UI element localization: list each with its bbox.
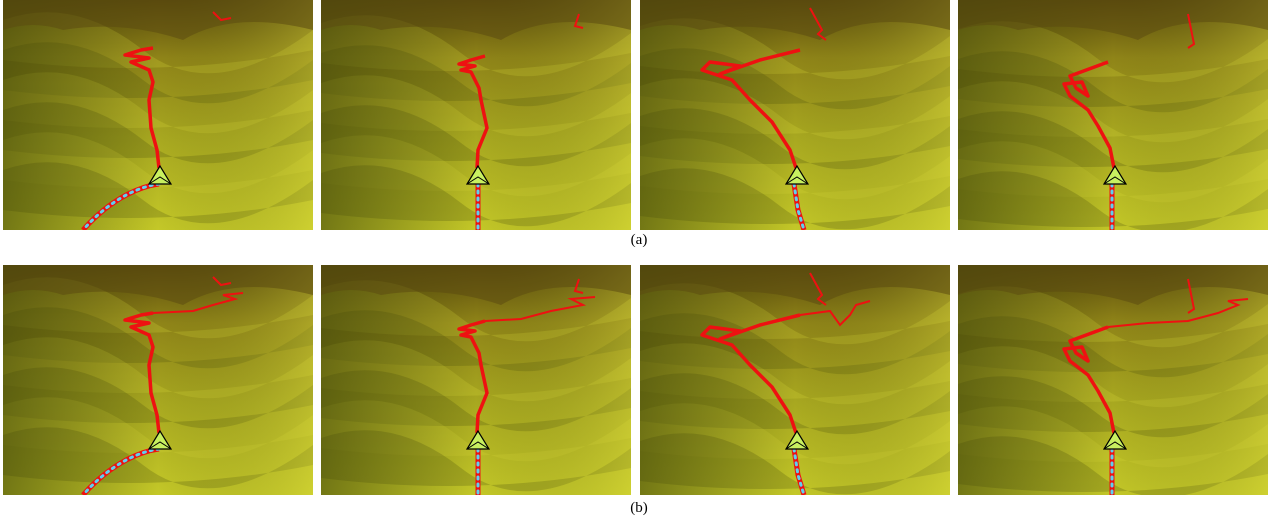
terrain-image: [321, 0, 631, 230]
caption: (a): [0, 232, 1278, 249]
terrain-image: [958, 0, 1268, 232]
figure: (a) (b): [0, 0, 1278, 530]
terrain-image: [321, 265, 631, 495]
terrain-image: [640, 265, 950, 495]
terrain-image: [640, 0, 950, 230]
terrain-image: [3, 265, 313, 495]
terrain-image: [958, 265, 1268, 497]
shading: [3, 0, 313, 230]
caption: (b): [0, 500, 1278, 517]
panels: [0, 0, 1278, 500]
shading: [3, 265, 313, 495]
terrain-image: [3, 0, 313, 230]
